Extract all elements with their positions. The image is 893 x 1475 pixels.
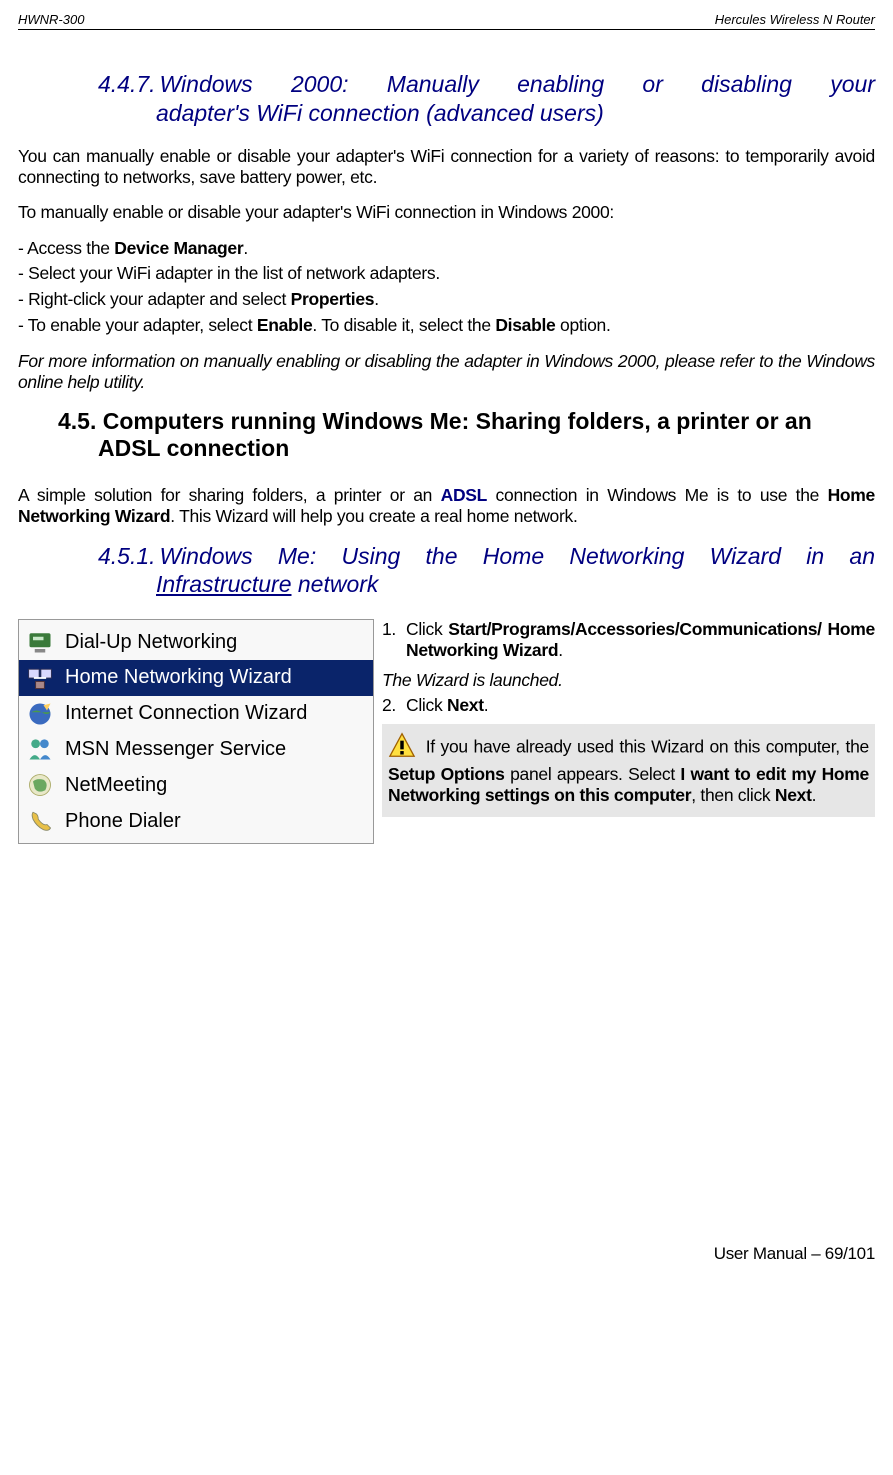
section-451-a: Windows Me: Using the Home Networking Wi… — [160, 543, 875, 569]
step-select-adapter: - Select your WiFi adapter in the list o… — [18, 263, 875, 285]
para-moreinfo-447: For more information on manually enablin… — [18, 351, 875, 394]
para-intro-447: You can manually enable or disable your … — [18, 146, 875, 189]
section-45-text: Computers running Windows Me: Sharing fo… — [96, 408, 811, 462]
step-enable-disable: - To enable your adapter, select Enable.… — [18, 315, 875, 337]
page-footer: User Manual – 69/101 — [18, 1244, 875, 1264]
header-right: Hercules Wireless N Router — [715, 12, 875, 27]
menu-item-dialup[interactable]: Dial-Up Networking — [19, 624, 373, 660]
dialup-icon — [25, 627, 55, 657]
step-2: 2. Click Next. — [382, 695, 875, 716]
menu-label: Home Networking Wizard — [65, 666, 292, 689]
para-intro-45: A simple solution for sharing folders, a… — [18, 485, 875, 528]
menu-item-internet-wizard[interactable]: Internet Connection Wizard — [19, 696, 373, 732]
step-1: 1. Click Start/Programs/Accessories/Comm… — [382, 619, 875, 662]
menu-item-netmeeting[interactable]: NetMeeting — [19, 767, 373, 803]
phone-dialer-icon — [25, 806, 55, 836]
netmeeting-icon — [25, 770, 55, 800]
section-451-c: network — [292, 571, 379, 597]
warning-note: If you have already used this Wizard on … — [382, 724, 875, 816]
para-instruct-447: To manually enable or disable your adapt… — [18, 202, 875, 223]
infrastructure-link[interactable]: Infrastructure — [156, 571, 292, 597]
section-451-num: 4.5.1. — [98, 543, 156, 569]
internet-wizard-icon — [25, 699, 55, 729]
header-left: HWNR-300 — [18, 12, 84, 27]
wizard-instructions: 1. Click Start/Programs/Accessories/Comm… — [382, 619, 875, 816]
step-device-manager: - Access the Device Manager. — [18, 238, 875, 260]
section-447-num: 4.4.7. — [98, 71, 156, 97]
section-451-title: 4.5.1.Windows Me: Using the Home Network… — [98, 542, 875, 600]
programs-menu-panel: Dial-Up Networking Home Networking Wizar… — [18, 619, 374, 844]
msn-icon — [25, 734, 55, 764]
adsl-term: ADSL — [441, 485, 487, 505]
warning-icon — [388, 732, 416, 763]
menu-label: MSN Messenger Service — [65, 738, 286, 761]
wizard-two-column: Dial-Up Networking Home Networking Wizar… — [18, 619, 875, 844]
section-45-title: 4.5. Computers running Windows Me: Shari… — [58, 408, 875, 463]
section-447-title: 4.4.7.Windows 2000: Manually enabling or… — [98, 70, 875, 128]
step-properties: - Right-click your adapter and select Pr… — [18, 289, 875, 311]
home-wizard-icon — [25, 663, 55, 693]
menu-label: Dial-Up Networking — [65, 631, 237, 654]
section-447-line2: adapter's WiFi connection (advanced user… — [156, 100, 604, 126]
section-45-num: 4.5. — [58, 408, 96, 434]
menu-label: Phone Dialer — [65, 810, 181, 833]
menu-item-msn[interactable]: MSN Messenger Service — [19, 732, 373, 768]
menu-item-phone-dialer[interactable]: Phone Dialer — [19, 803, 373, 839]
section-447-line1: Windows 2000: Manually enabling or disab… — [160, 71, 875, 97]
menu-item-home-wizard[interactable]: Home Networking Wizard — [19, 660, 373, 696]
menu-label: NetMeeting — [65, 774, 167, 797]
menu-label: Internet Connection Wizard — [65, 702, 307, 725]
page-header: HWNR-300 Hercules Wireless N Router — [18, 12, 875, 30]
wizard-launched-note: The Wizard is launched. — [382, 670, 875, 691]
